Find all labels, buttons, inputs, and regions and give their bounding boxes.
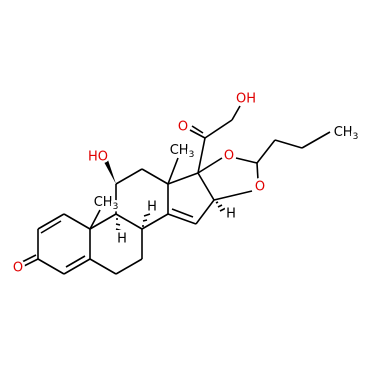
atom-label-main: CH	[94, 195, 113, 210]
atom-label: OH	[236, 92, 256, 107]
atom-label: CH3	[334, 125, 359, 142]
atom-label: H	[117, 232, 127, 247]
atom-label: H	[226, 207, 236, 222]
atom-label: O	[13, 261, 23, 276]
atom-label: O	[224, 149, 234, 164]
atom-label-sub: 3	[353, 132, 359, 142]
atom-label: HO	[88, 150, 108, 165]
atom-label-main: CH	[334, 125, 353, 140]
bonds	[21, 105, 331, 275]
atom-label-main: CH	[170, 143, 189, 158]
atom-labels: O HO O OH O O H H H CH3 CH3 CH3	[10, 89, 360, 278]
atom-label: CH3	[94, 195, 119, 212]
atom-label: H	[147, 200, 157, 215]
atom-label-sub: 3	[113, 202, 119, 212]
atom-label-sub: 3	[189, 150, 195, 160]
atom-label: O	[255, 180, 265, 195]
atom-label: O	[178, 120, 188, 135]
atom-label: CH3	[170, 143, 195, 160]
